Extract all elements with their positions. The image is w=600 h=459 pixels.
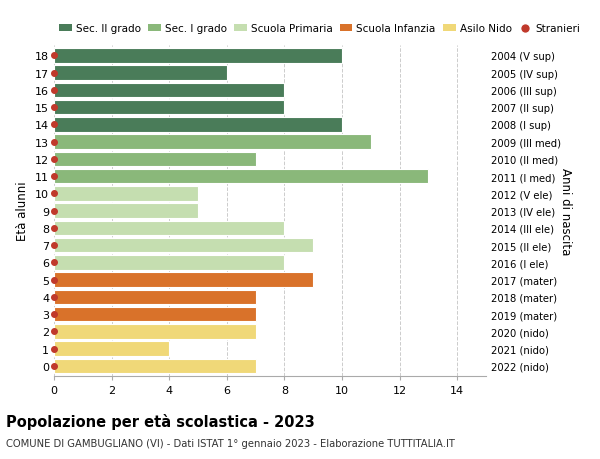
Legend: Sec. II grado, Sec. I grado, Scuola Primaria, Scuola Infanzia, Asilo Nido, Stran: Sec. II grado, Sec. I grado, Scuola Prim…	[59, 24, 581, 34]
Bar	[54, 238, 313, 253]
Bar	[54, 101, 284, 115]
Text: Popolazione per età scolastica - 2023: Popolazione per età scolastica - 2023	[6, 413, 315, 429]
Text: COMUNE DI GAMBUGLIANO (VI) - Dati ISTAT 1° gennaio 2023 - Elaborazione TUTTITALI: COMUNE DI GAMBUGLIANO (VI) - Dati ISTAT …	[6, 438, 455, 448]
Bar	[54, 118, 342, 132]
Bar	[54, 84, 284, 98]
Bar	[54, 359, 256, 373]
Bar	[54, 152, 256, 167]
Bar	[54, 66, 227, 81]
Bar	[54, 325, 256, 339]
Bar	[54, 290, 256, 304]
Y-axis label: Anni di nascita: Anni di nascita	[559, 168, 572, 255]
Bar	[54, 204, 198, 218]
Bar	[54, 49, 342, 63]
Bar	[54, 273, 313, 287]
Y-axis label: Età alunni: Età alunni	[16, 181, 29, 241]
Bar	[54, 341, 169, 356]
Bar	[54, 135, 371, 150]
Bar	[54, 256, 284, 270]
Bar	[54, 221, 284, 235]
Bar	[54, 187, 198, 201]
Bar	[54, 169, 428, 184]
Bar	[54, 307, 256, 322]
